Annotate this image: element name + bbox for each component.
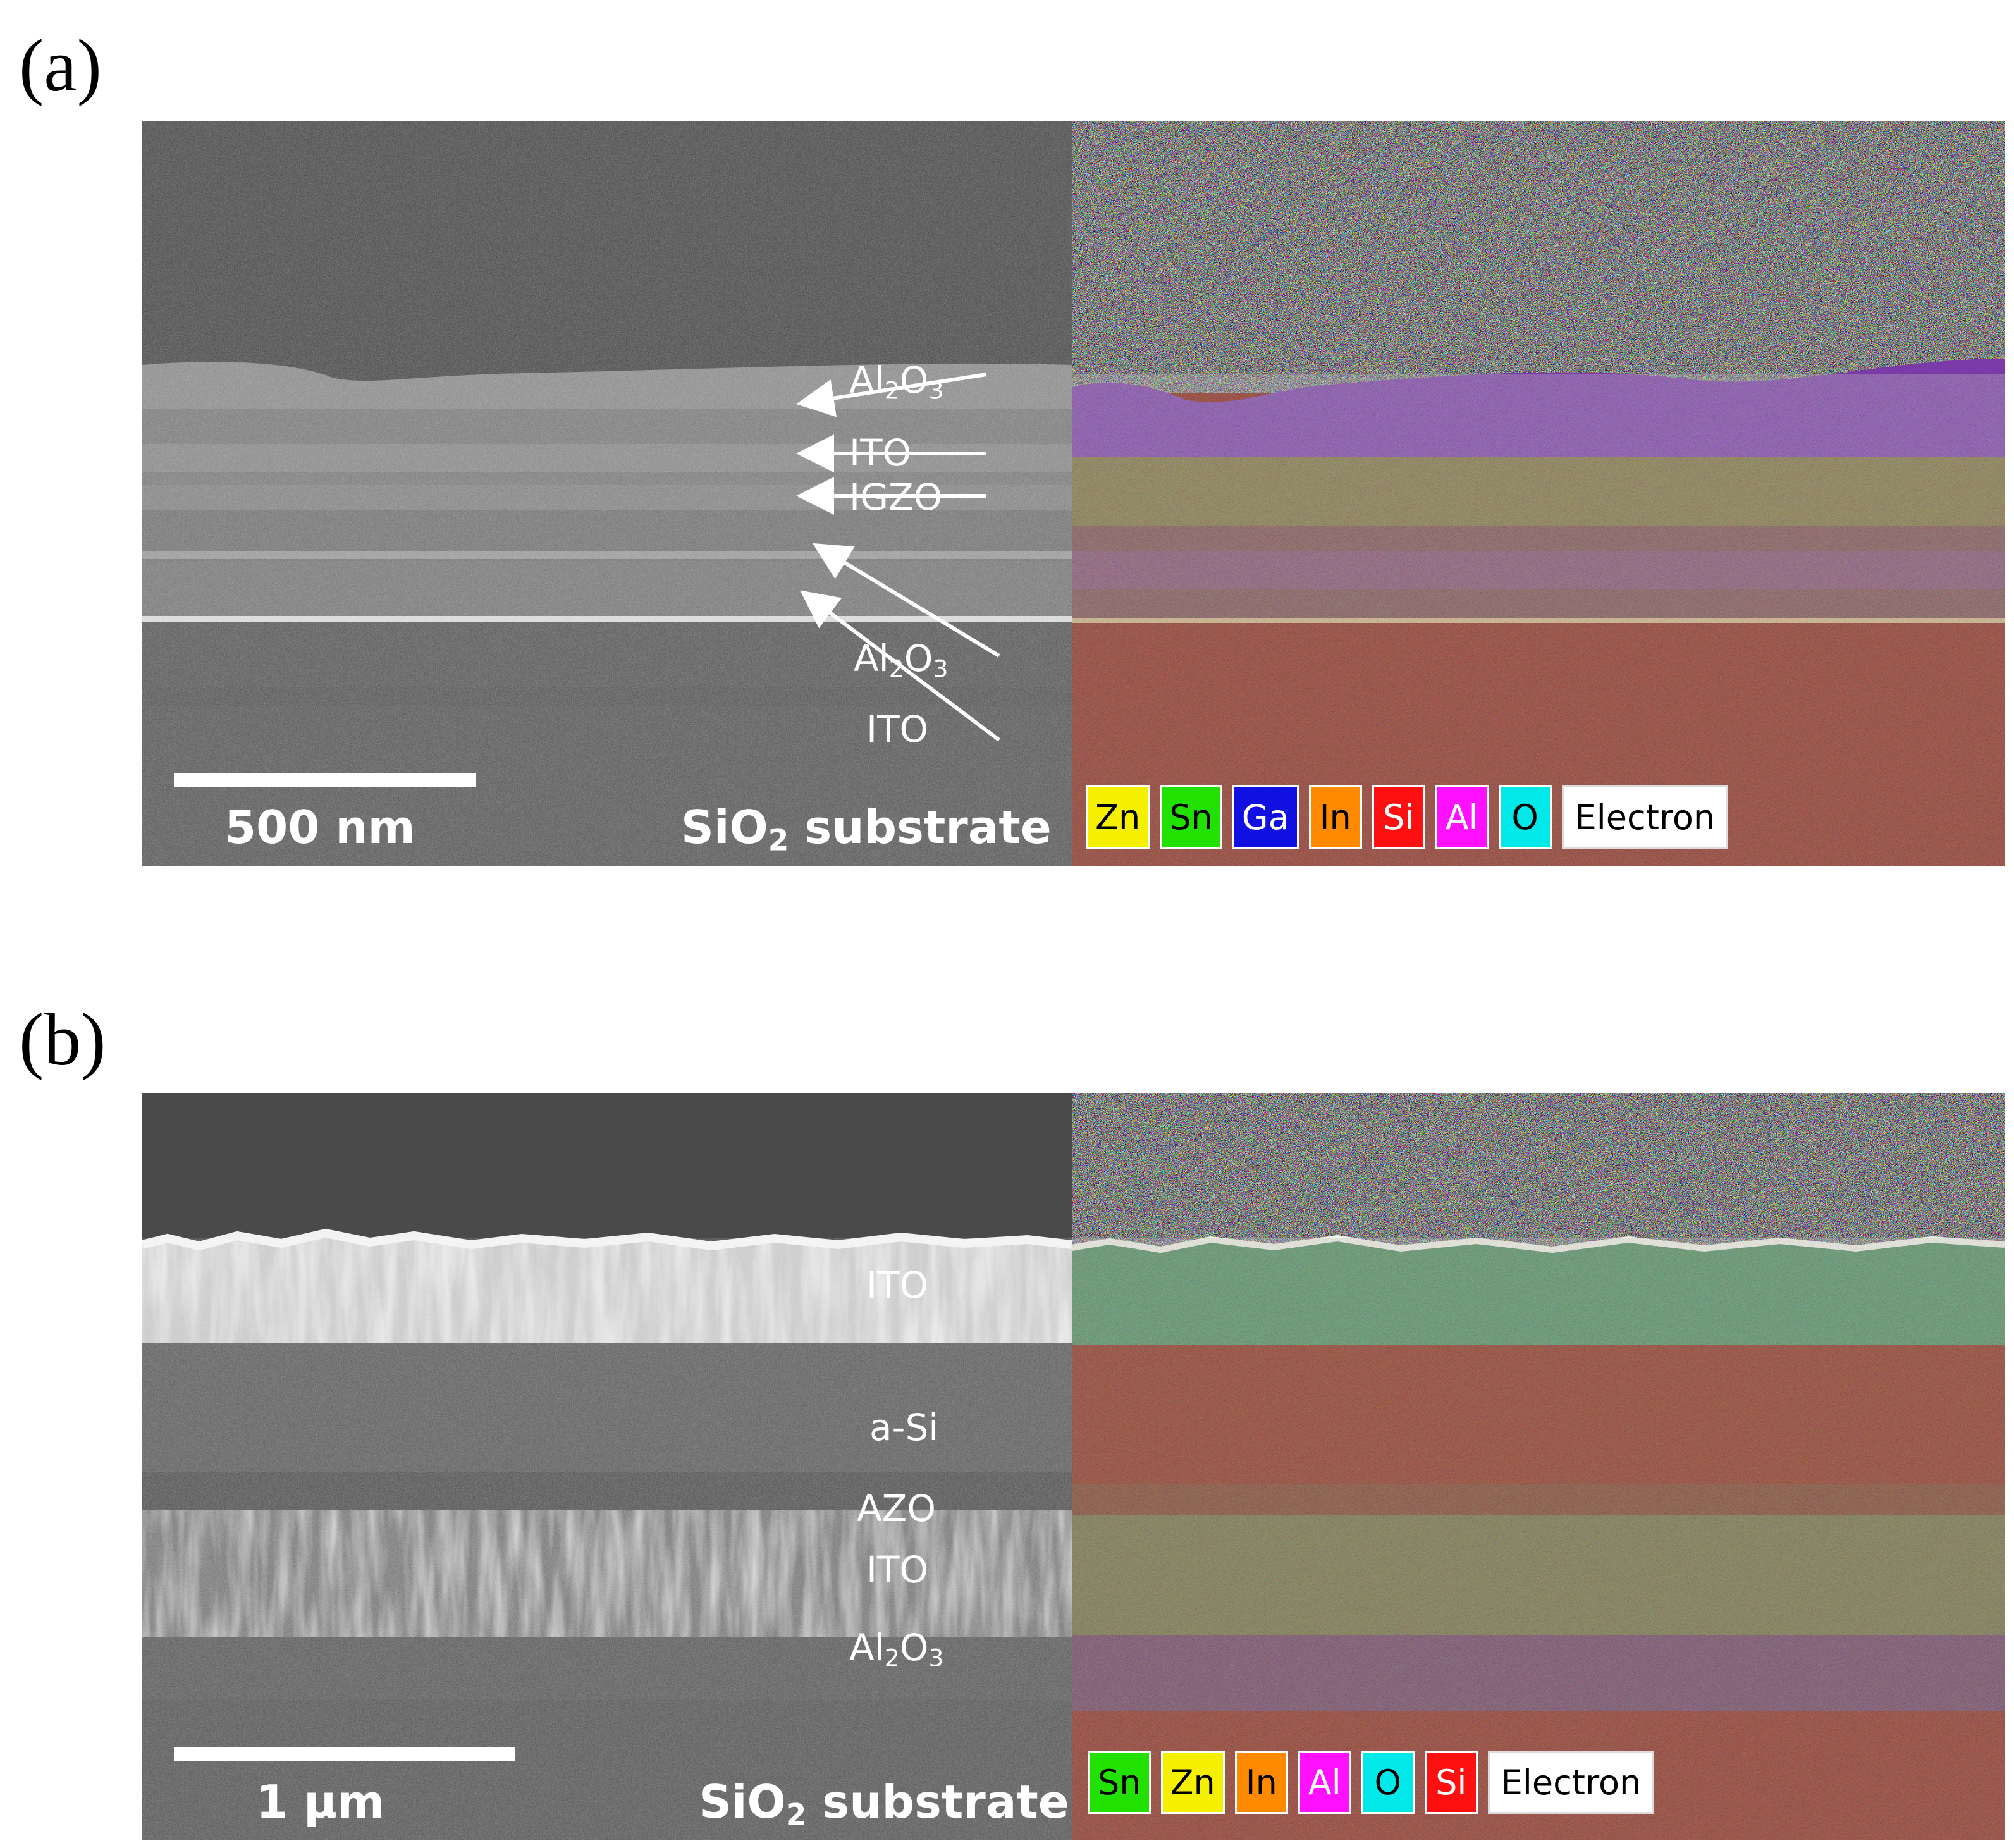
legend-chip-o: O — [1498, 785, 1552, 849]
eds-map-a: Zn Sn Ga In Si Al O Electron — [1072, 121, 2005, 866]
substrate-label: SiO2 substrate — [699, 1775, 1069, 1833]
layer-label-igzo: IGZO — [849, 476, 943, 519]
sem-image-a: Al2O3 ITO IGZO Al2O3 ITO 500 nm SiO2 sub… — [142, 121, 1072, 866]
legend-chip-sn: Sn — [1160, 785, 1222, 849]
legend-chip-o: O — [1361, 1751, 1415, 1814]
legend-chip-electron: Electron — [1561, 785, 1729, 849]
scale-bar-label: 500 nm — [224, 801, 415, 854]
element-legend-a: Zn Sn Ga In Si Al O Electron — [1086, 785, 1729, 849]
legend-chip-electron: Electron — [1487, 1751, 1655, 1814]
legend-chip-ga: Ga — [1232, 785, 1299, 849]
legend-chip-in: In — [1234, 1751, 1288, 1814]
layer-label-al2o3-top: Al2O3 — [849, 359, 944, 405]
legend-chip-si: Si — [1424, 1751, 1478, 1814]
legend-chip-si: Si — [1372, 785, 1425, 849]
layer-label-a-si: a-Si — [869, 1406, 939, 1449]
legend-chip-al: Al — [1435, 785, 1489, 849]
panel-a-letter: (a) — [19, 24, 102, 107]
legend-chip-zn: Zn — [1086, 785, 1150, 849]
scale-bar-label: 1 µm — [256, 1775, 385, 1828]
legend-chip-zn: Zn — [1160, 1751, 1225, 1814]
legend-chip-sn: Sn — [1088, 1751, 1151, 1814]
substrate-label: SiO2 substrate — [681, 801, 1052, 858]
panel-b-letter: (b) — [19, 998, 106, 1081]
eds-map-b: Sn Zn In Al O Si Electron — [1072, 1093, 2005, 1840]
element-legend-b: Sn Zn In Al O Si Electron — [1088, 1751, 1655, 1814]
layer-label-azo: AZO — [857, 1487, 936, 1530]
legend-chip-in: In — [1308, 785, 1362, 849]
layer-label-al2o3: Al2O3 — [849, 1626, 944, 1672]
layer-label-al2o3-bottom: Al2O3 — [854, 637, 949, 683]
sem-image-b: ITO a-Si AZO ITO Al2O3 1 µm SiO2 substra… — [142, 1093, 1072, 1840]
panel-b: ITO a-Si AZO ITO Al2O3 1 µm SiO2 substra… — [142, 1093, 2005, 1840]
panel-a: Al2O3 ITO IGZO Al2O3 ITO 500 nm SiO2 sub… — [142, 121, 2005, 866]
legend-chip-al: Al — [1298, 1751, 1351, 1814]
layer-label-ito-top: ITO — [866, 1264, 929, 1307]
layer-label-ito-top: ITO — [849, 431, 912, 474]
layer-label-ito-bottom: ITO — [866, 1548, 929, 1591]
scale-bar — [174, 773, 476, 787]
layer-label-ito-bottom: ITO — [866, 708, 929, 751]
scale-bar — [174, 1747, 515, 1761]
